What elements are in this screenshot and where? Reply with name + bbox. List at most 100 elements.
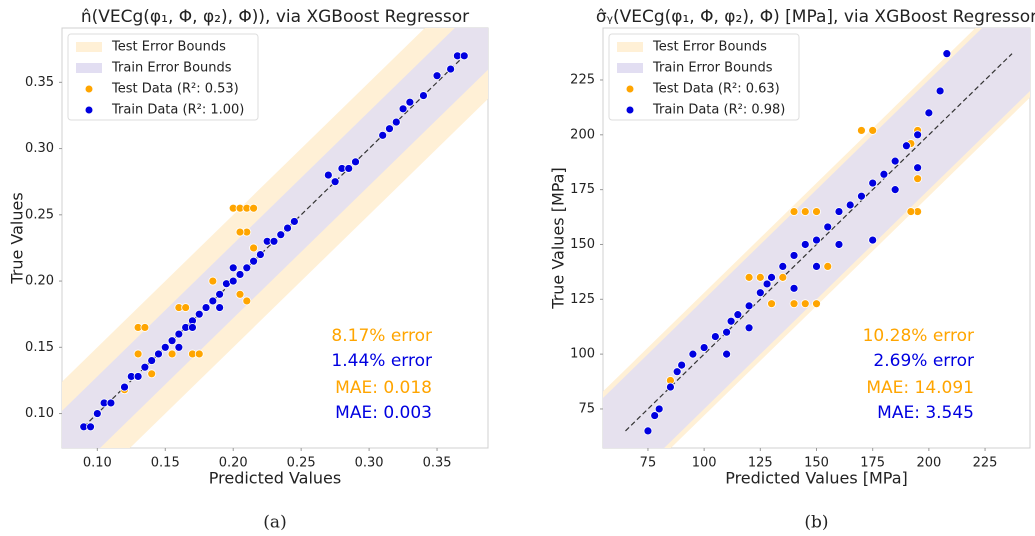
annotation: 1.44% error xyxy=(331,351,432,371)
data-point xyxy=(913,174,923,184)
data-point xyxy=(767,272,776,282)
reference-line xyxy=(625,53,1013,432)
y-tick-label: 0.35 xyxy=(25,75,54,90)
data-point xyxy=(778,272,788,282)
data-point xyxy=(405,97,415,107)
data-point xyxy=(351,157,360,167)
data-point xyxy=(879,169,889,179)
data-point xyxy=(344,164,354,173)
chart-title: σ̂ᵧ(VECg(φ₁, Φ, φ₂), Φ) [MPa], via XGBoo… xyxy=(596,7,1035,27)
data-point xyxy=(789,283,799,293)
data-point xyxy=(208,296,218,306)
legend-label: Train Error Bounds xyxy=(652,61,773,76)
data-point xyxy=(812,207,821,216)
data-point xyxy=(722,327,732,337)
data-point xyxy=(924,108,934,118)
data-point xyxy=(201,303,211,312)
caption: (b) xyxy=(804,513,828,533)
data-point xyxy=(812,262,821,271)
x-axis-label: Predicted Values [MPa] xyxy=(725,469,908,488)
legend-box xyxy=(67,33,259,121)
legend-label: Test Data (R²: 0.53) xyxy=(111,82,239,97)
data-point xyxy=(215,289,225,299)
x-axis-label: Predicted Values xyxy=(209,469,341,488)
data-point xyxy=(677,360,687,370)
x-tick-label: 0.20 xyxy=(219,456,248,471)
data-point xyxy=(147,356,157,365)
legend-swatch xyxy=(617,63,643,73)
y-tick-label: 0.10 xyxy=(25,406,54,421)
data-point xyxy=(666,382,675,392)
data-point xyxy=(120,382,129,392)
data-point xyxy=(276,230,286,240)
data-point xyxy=(208,276,218,286)
data-point xyxy=(906,207,916,216)
data-point xyxy=(167,336,177,346)
data-point xyxy=(762,279,772,289)
data-point xyxy=(133,349,143,359)
y-tick-label: 150 xyxy=(570,237,595,252)
legend-label: Train Data (R²: 0.98) xyxy=(652,103,785,118)
y-axis-label: True Values [MPa] xyxy=(549,167,568,309)
data-point xyxy=(800,240,810,249)
data-point xyxy=(391,117,401,127)
x-tick-label: 200 xyxy=(916,456,941,471)
legend-label: Train Error Bounds xyxy=(111,61,232,76)
y-tick-label: 100 xyxy=(570,347,595,362)
data-point xyxy=(778,262,788,271)
x-tick-label: 125 xyxy=(748,456,773,471)
x-tick-label: 75 xyxy=(640,456,657,471)
x-tick-label: 0.15 xyxy=(151,456,180,471)
data-point xyxy=(913,163,923,173)
data-point xyxy=(834,240,844,249)
y-tick-label: 175 xyxy=(570,182,595,197)
data-point xyxy=(269,236,279,246)
data-point xyxy=(283,223,292,233)
data-point xyxy=(654,404,664,414)
annotation: MAE: 14.091 xyxy=(866,378,974,398)
legend-marker xyxy=(84,105,94,115)
data-point xyxy=(432,71,442,81)
y-tick-label: 0.25 xyxy=(25,207,54,222)
data-point xyxy=(330,177,340,187)
y-tick-label: 0.30 xyxy=(25,141,54,156)
annotation: MAE: 0.003 xyxy=(335,403,432,423)
legend-label: Train Data (R²: 1.00) xyxy=(111,103,244,118)
data-point xyxy=(699,343,709,352)
plot-layer xyxy=(62,28,488,448)
data-point xyxy=(385,124,394,134)
data-point xyxy=(789,251,799,260)
data-point xyxy=(857,191,866,201)
annotation: MAE: 3.545 xyxy=(877,403,974,423)
data-point xyxy=(722,349,732,359)
data-point xyxy=(834,207,844,216)
data-point xyxy=(688,349,698,359)
y-tick-label: 0.20 xyxy=(25,274,54,289)
data-point xyxy=(890,156,900,166)
y-tick-label: 225 xyxy=(570,72,595,87)
y-axis-label: True Values xyxy=(8,192,27,284)
annotation: 10.28% error xyxy=(863,326,974,346)
data-point xyxy=(398,104,408,114)
x-tick-label: 0.25 xyxy=(287,456,316,471)
data-point xyxy=(167,349,177,359)
x-tick-label: 150 xyxy=(804,456,829,471)
data-point xyxy=(249,243,258,253)
plot-layer xyxy=(603,28,1030,448)
data-point xyxy=(133,372,143,381)
data-point xyxy=(194,349,204,359)
data-point xyxy=(672,367,682,377)
x-tick-label: 0.35 xyxy=(423,456,452,471)
legend-marker xyxy=(625,84,635,94)
annotation: MAE: 0.018 xyxy=(335,378,432,398)
legend-label: Test Data (R²: 0.63) xyxy=(652,82,780,97)
data-point xyxy=(726,316,736,326)
data-point xyxy=(845,200,855,210)
data-point xyxy=(174,342,184,352)
data-point xyxy=(228,276,238,286)
data-point xyxy=(235,227,245,237)
legend-label: Test Error Bounds xyxy=(111,40,226,55)
data-point xyxy=(249,203,258,213)
data-point xyxy=(140,323,150,332)
